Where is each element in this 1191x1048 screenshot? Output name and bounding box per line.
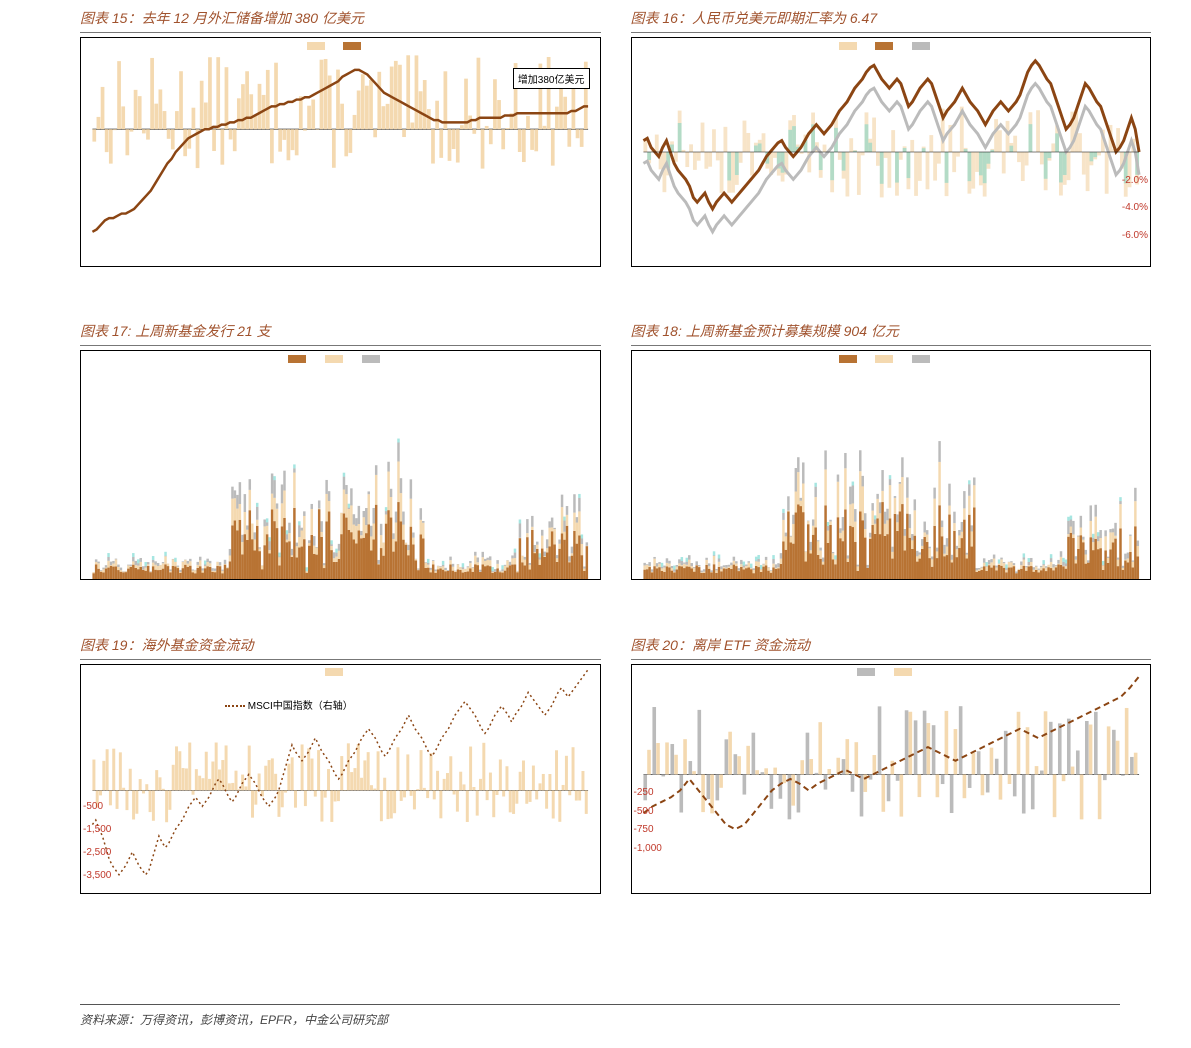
y-tick-label: -2.0%	[1122, 175, 1148, 186]
legend-swatch	[912, 355, 930, 363]
chart-area: -250 -500 -750 -1,000	[631, 664, 1152, 894]
chart-area: 增加380亿美元	[80, 37, 601, 267]
annotation-label: 增加380亿美元	[513, 68, 590, 89]
y-tick-label: -2,500	[83, 847, 111, 858]
chart-area: -2.0% -4.0% -6.0%	[631, 37, 1152, 267]
chart-title: 图表 20：离岸 ETF 资金流动	[631, 635, 1152, 660]
legend-swatch	[325, 668, 343, 676]
y-tick-label: -1,500	[83, 824, 111, 835]
chart-title: 图表 15：去年 12 月外汇储备增加 380 亿美元	[80, 8, 601, 33]
charts-grid: 图表 15：去年 12 月外汇储备增加 380 亿美元 增加380亿美元图表 1…	[0, 0, 1191, 988]
legend-swatch	[875, 355, 893, 363]
legend-swatch	[343, 42, 361, 50]
chart-title: 图表 16：人民币兑美元即期汇率为 6.47	[631, 8, 1152, 33]
y-tick-label: -750	[634, 824, 654, 835]
chart-panel-c18: 图表 18: 上周新基金预计募集规模 904 亿元	[631, 321, 1152, 614]
legend	[632, 353, 1151, 363]
legend-swatch	[857, 668, 875, 676]
legend	[81, 40, 600, 50]
legend	[632, 667, 1151, 677]
legend-swatch	[325, 355, 343, 363]
chart-area	[631, 350, 1152, 580]
y-tick-label: -500	[83, 801, 103, 812]
legend-swatch	[362, 355, 380, 363]
y-tick-label: -500	[634, 806, 654, 817]
legend-swatch	[894, 668, 912, 676]
chart-area: MSCI中国指数（右轴） -500 -1,500 -2,500 -3,500	[80, 664, 601, 894]
chart-title: 图表 19：海外基金资金流动	[80, 635, 601, 660]
legend-swatch	[875, 42, 893, 50]
legend-swatch	[912, 42, 930, 50]
chart-title: 图表 18: 上周新基金预计募集规模 904 亿元	[631, 321, 1152, 346]
legend-swatch	[839, 42, 857, 50]
chart-panel-c20: 图表 20：离岸 ETF 资金流动 -250 -500 -750 -1,000	[631, 635, 1152, 928]
legend	[632, 40, 1151, 50]
chart-title: 图表 17: 上周新基金发行 21 支	[80, 321, 601, 346]
legend-swatch	[839, 355, 857, 363]
chart-panel-c15: 图表 15：去年 12 月外汇储备增加 380 亿美元 增加380亿美元	[80, 8, 601, 301]
y-tick-label: -250	[634, 787, 654, 798]
source-footer: 资料来源：万得资讯，彭博资讯，EPFR，中金公司研究部	[80, 1004, 1120, 1028]
legend	[81, 667, 600, 677]
y-tick-label: -3,500	[83, 870, 111, 881]
legend-swatch	[307, 42, 325, 50]
chart-panel-c19: 图表 19：海外基金资金流动 MSCI中国指数（右轴） -500 -1,500 -2,…	[80, 635, 601, 928]
legend-swatch	[288, 355, 306, 363]
chart-panel-c16: 图表 16：人民币兑美元即期汇率为 6.47 -2.0% -4.0% -6.0%	[631, 8, 1152, 301]
y-tick-label: -4.0%	[1122, 202, 1148, 213]
y-tick-label: -6.0%	[1122, 230, 1148, 241]
chart-area	[80, 350, 601, 580]
annotation-label: MSCI中国指数（右轴）	[221, 695, 357, 714]
chart-panel-c17: 图表 17: 上周新基金发行 21 支	[80, 321, 601, 614]
legend	[81, 353, 600, 363]
y-tick-label: -1,000	[634, 843, 662, 854]
